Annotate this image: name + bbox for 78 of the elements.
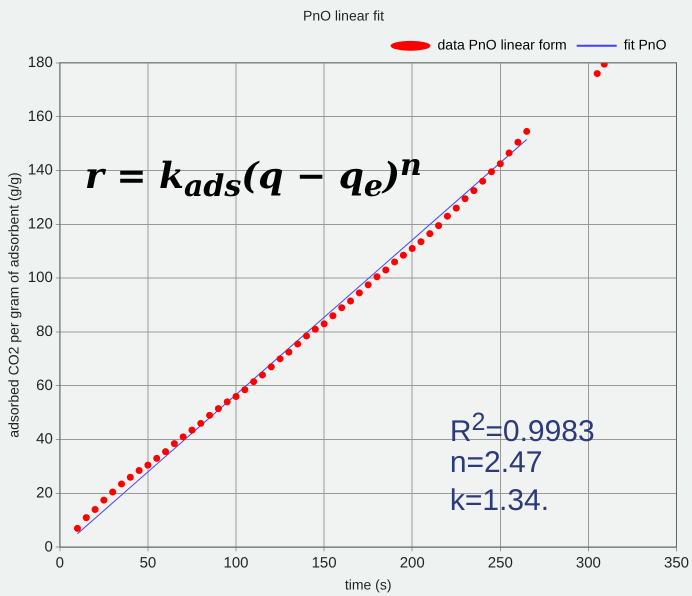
y-tick-label: 100 — [28, 269, 53, 286]
point — [408, 244, 416, 252]
point — [241, 386, 248, 394]
point — [180, 433, 187, 440]
point — [462, 195, 469, 202]
chart-title: PnO linear fit — [303, 7, 384, 24]
point — [197, 420, 204, 427]
point — [426, 230, 434, 238]
point — [479, 178, 486, 185]
point — [435, 222, 442, 230]
point — [488, 168, 495, 176]
point — [258, 371, 266, 378]
point — [373, 273, 380, 280]
annotation: k=1.34. — [450, 484, 550, 518]
point — [224, 398, 231, 406]
point — [329, 312, 336, 320]
point — [153, 454, 160, 462]
annotation: r = k$_{ads}$(q − q$_{e}$)$^{n}$ — [84, 148, 422, 204]
point — [496, 160, 504, 168]
x-tick-label: 200 — [400, 554, 425, 572]
point — [162, 448, 170, 456]
point — [391, 258, 398, 266]
point — [92, 506, 99, 514]
legend-label: data PnO linear form — [438, 36, 567, 53]
point — [74, 524, 81, 532]
point — [109, 488, 116, 496]
point — [312, 326, 319, 333]
point — [347, 297, 354, 304]
point — [144, 462, 152, 469]
point — [338, 304, 346, 312]
legend-label: fit PnO — [624, 36, 667, 53]
point — [232, 393, 240, 400]
point — [418, 238, 425, 246]
y-tick-label: 40 — [36, 430, 53, 448]
point — [285, 348, 292, 356]
point — [444, 212, 451, 220]
y-tick-label: 180 — [28, 54, 53, 71]
point — [382, 266, 390, 274]
y-tick-label: 160 — [28, 108, 53, 125]
x-axis-title: time (s) — [344, 576, 392, 592]
point — [514, 138, 522, 146]
y-tick-label: 60 — [36, 376, 53, 394]
point — [136, 467, 143, 474]
point — [100, 496, 108, 504]
point — [214, 405, 222, 412]
point — [452, 204, 460, 212]
x-tick-label: 150 — [312, 554, 337, 572]
point — [188, 426, 196, 434]
point — [118, 480, 125, 488]
point — [523, 128, 530, 135]
x-tick-label: 100 — [224, 554, 249, 572]
point — [126, 474, 134, 481]
y-axis-title: adsorbed CO2 per gram of adsorbent (g/g) — [5, 172, 22, 438]
point — [276, 355, 284, 362]
y-tick-label: 120 — [28, 215, 53, 232]
point — [364, 281, 372, 288]
point — [302, 332, 310, 340]
point — [356, 289, 363, 296]
point — [170, 440, 178, 448]
y-tick-label: 80 — [36, 323, 53, 340]
y-tick-label: 140 — [28, 162, 53, 179]
point — [206, 412, 214, 419]
point — [82, 514, 90, 522]
x-tick-label: 250 — [488, 554, 513, 572]
x-tick-label: 50 — [140, 554, 156, 572]
y-tick-label: 20 — [36, 484, 53, 502]
x-tick-label: 300 — [576, 554, 601, 572]
point — [268, 363, 275, 370]
point — [506, 149, 513, 156]
point — [294, 340, 302, 348]
point — [594, 70, 601, 78]
y-tick-label: 0 — [44, 538, 53, 556]
point — [320, 320, 328, 328]
x-tick-label: 0 — [56, 554, 64, 572]
point — [400, 252, 407, 259]
x-tick-label: 350 — [664, 554, 689, 572]
point — [470, 187, 478, 194]
point — [250, 378, 258, 386]
